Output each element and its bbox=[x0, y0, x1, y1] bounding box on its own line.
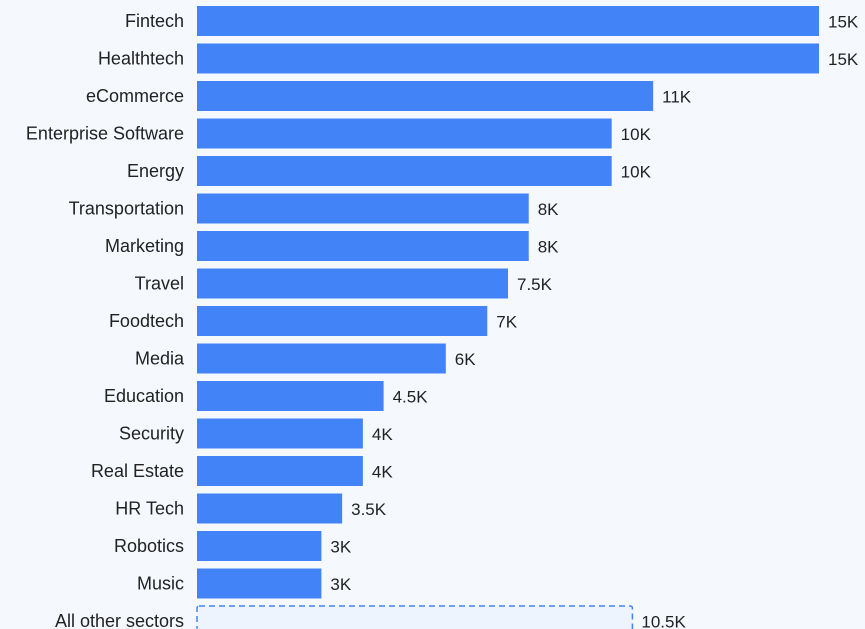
category-label: Foodtech bbox=[109, 311, 184, 331]
bar-all-other-sectors bbox=[196, 605, 634, 629]
value-label: 3K bbox=[330, 575, 351, 594]
bar-ecommerce bbox=[197, 81, 654, 111]
value-label: 4K bbox=[372, 463, 393, 482]
bar-foodtech bbox=[197, 306, 488, 336]
category-label: Marketing bbox=[105, 236, 184, 256]
value-label: 15K bbox=[828, 13, 859, 32]
value-label: 11K bbox=[662, 88, 692, 107]
value-labels-group: 15K15K11K10K10K8K8K7.5K7K6K4.5K4K4K3.5K3… bbox=[330, 13, 859, 629]
category-label: Fintech bbox=[125, 11, 184, 31]
category-label: Transportation bbox=[69, 199, 184, 219]
bar-hr-tech bbox=[197, 493, 343, 524]
value-label: 8K bbox=[538, 238, 559, 257]
category-label: Real Estate bbox=[91, 461, 184, 481]
bars-group bbox=[196, 6, 819, 629]
category-label: Media bbox=[135, 349, 185, 369]
bar-music bbox=[197, 568, 322, 599]
bar-media bbox=[197, 343, 446, 374]
value-label: 10K bbox=[621, 125, 652, 144]
value-label: 10.5K bbox=[641, 613, 686, 629]
value-label: 8K bbox=[538, 200, 559, 219]
value-label: 4.5K bbox=[393, 388, 429, 407]
category-label: Music bbox=[137, 574, 184, 594]
category-label: Travel bbox=[135, 274, 184, 294]
value-label: 10K bbox=[621, 163, 652, 182]
category-label: eCommerce bbox=[86, 86, 184, 106]
bar-security bbox=[197, 418, 363, 449]
bar-robotics bbox=[197, 531, 322, 561]
value-label: 6K bbox=[455, 350, 476, 369]
category-label: Healthtech bbox=[98, 49, 184, 69]
value-label: 3.5K bbox=[351, 500, 387, 519]
bar-energy bbox=[197, 156, 612, 186]
bar-enterprise-software bbox=[197, 118, 612, 149]
category-label: HR Tech bbox=[115, 499, 184, 519]
bar-travel bbox=[197, 268, 508, 299]
category-label: Security bbox=[119, 424, 184, 444]
category-label: Energy bbox=[127, 161, 184, 181]
category-label: Education bbox=[104, 386, 184, 406]
value-label: 7K bbox=[496, 313, 517, 332]
value-label: 15K bbox=[828, 50, 859, 69]
bar-real-estate bbox=[197, 456, 363, 486]
category-labels-group: Fintech Healthtech eCommerce Enterprise Sof… bbox=[26, 11, 185, 629]
value-label: 7.5K bbox=[517, 275, 553, 294]
value-label: 4K bbox=[372, 425, 393, 444]
bar-healthtech bbox=[197, 43, 819, 74]
value-label: 3K bbox=[330, 538, 351, 557]
category-label: All other sectors bbox=[55, 611, 184, 629]
bar-fintech bbox=[197, 6, 819, 36]
category-label: Enterprise Software bbox=[26, 124, 184, 144]
bar-marketing bbox=[197, 231, 529, 261]
bar-transportation bbox=[197, 193, 529, 224]
category-label: Robotics bbox=[114, 536, 184, 556]
bar-education bbox=[197, 381, 384, 411]
